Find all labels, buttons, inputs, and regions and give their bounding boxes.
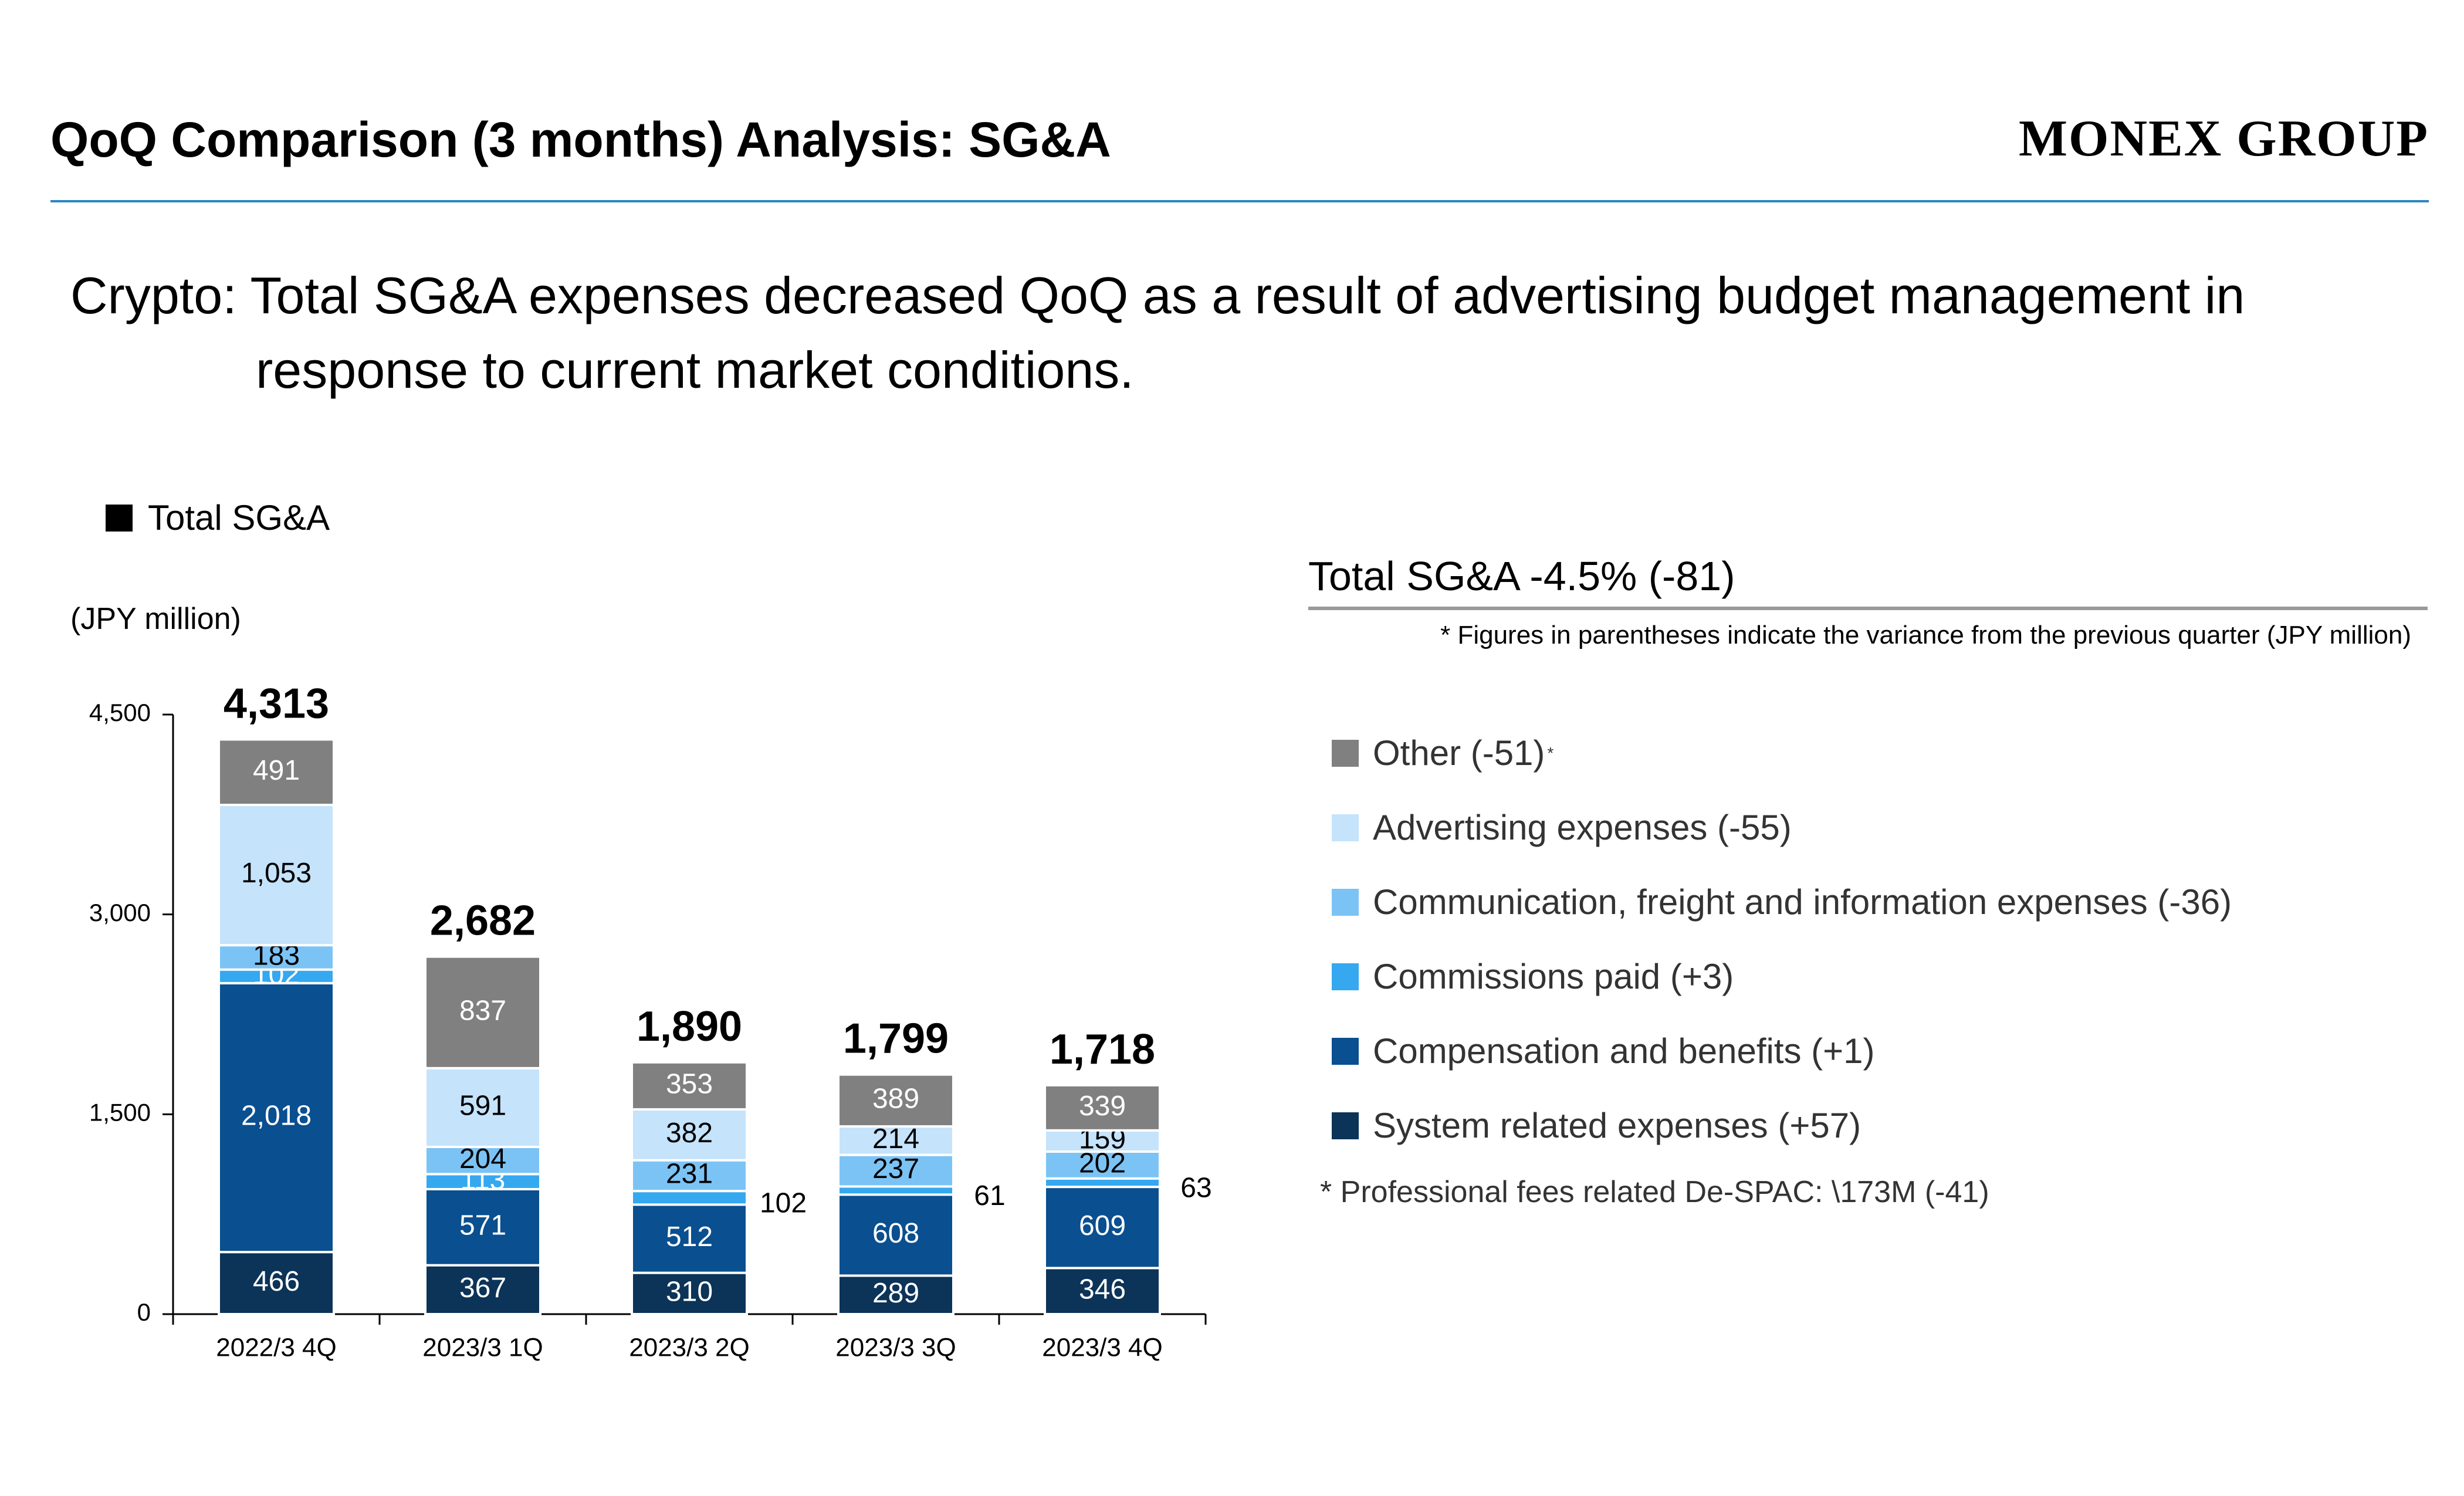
data-label: 382: [666, 1118, 713, 1149]
legend-label: Communication, freight and information e…: [1373, 882, 2232, 922]
bar-segment: [631, 1108, 748, 1162]
bar-segment: [837, 1193, 955, 1277]
y-tick-label: 4,500: [89, 699, 151, 726]
bar-segment: [424, 1173, 541, 1190]
bar-segment: [1044, 1177, 1161, 1189]
data-label: 202: [1079, 1148, 1126, 1179]
bar-segment: [424, 1067, 541, 1148]
headline-line-2: response to current market conditions.: [256, 341, 1134, 399]
legend-swatch: [1332, 888, 1359, 916]
bar-segment: [218, 738, 335, 806]
bar-segment: [1044, 1267, 1161, 1315]
legend-footnote-marker: *: [1547, 743, 1554, 762]
total-sga-legend: Total SG&A: [106, 497, 330, 538]
legend-item: Compensation and benefits (+1): [1332, 1014, 2232, 1088]
x-tick-label: 2023/3 2Q: [629, 1333, 750, 1362]
unit-label: (JPY million): [70, 602, 241, 636]
total-label: 4,313: [224, 680, 329, 727]
data-label: 512: [666, 1221, 713, 1253]
footnote: * Professional fees related De-SPAC: \17…: [1320, 1175, 1989, 1209]
category-legend: Other (-51) * Advertising expenses (-55) Co…: [1332, 716, 2232, 1163]
data-label: 571: [459, 1210, 506, 1241]
bar-segment: [837, 1185, 955, 1196]
legend-label: Commissions paid (+3): [1373, 957, 1734, 996]
bar-segment: [218, 1251, 335, 1316]
legend-item: Communication, freight and information e…: [1332, 865, 2232, 939]
data-label: 466: [253, 1266, 300, 1297]
legend-swatch: [1332, 963, 1359, 990]
x-tick-label: 2023/3 1Q: [422, 1333, 543, 1362]
legend-swatch: [1332, 814, 1359, 841]
data-label: 61: [974, 1180, 1005, 1211]
bar-segment: [837, 1153, 955, 1188]
total-label: 1,890: [637, 1003, 742, 1050]
total-label: 2,682: [430, 898, 536, 945]
data-label: 310: [666, 1276, 713, 1307]
headline: Crypto: Total SG&A expenses decreased Qo…: [70, 258, 2358, 407]
total-sga-swatch: [106, 504, 133, 532]
data-label: 346: [1079, 1274, 1126, 1305]
summary-divider: [1308, 607, 2428, 610]
legend-swatch: [1332, 1112, 1359, 1139]
bar-segment: [837, 1073, 955, 1128]
headline-line-1: Crypto: Total SG&A expenses decreased Qo…: [70, 266, 2245, 324]
bar-segment: [631, 1271, 748, 1315]
data-label: 214: [872, 1123, 919, 1155]
data-label: 367: [459, 1272, 506, 1304]
data-label: 63: [1180, 1173, 1211, 1204]
stacked-bar-chart: 01,5003,0004,5004662,0181021831,0534914,…: [89, 680, 1212, 1362]
bar-segment: [631, 1159, 748, 1193]
data-label: 231: [666, 1159, 713, 1190]
data-label: 102: [760, 1187, 807, 1219]
y-tick-label: 0: [137, 1298, 151, 1326]
data-label: 591: [459, 1091, 506, 1122]
legend-label: Advertising expenses (-55): [1373, 808, 1792, 847]
total-sga-legend-label: Total SG&A: [148, 498, 330, 537]
data-label: 1,053: [241, 858, 312, 889]
data-label: 837: [459, 995, 506, 1026]
bar-segment: [1044, 1186, 1161, 1270]
x-tick-label: 2023/3 3Q: [835, 1333, 956, 1362]
header-divider: [50, 200, 2429, 202]
legend-label: Compensation and benefits (+1): [1373, 1031, 1875, 1071]
page-title: QoQ Comparison (3 months) Analysis: SG&A: [50, 112, 1111, 167]
bar-segment: [631, 1190, 748, 1206]
legend-item: Commissions paid (+3): [1332, 939, 2232, 1014]
bar-segment: [1044, 1084, 1161, 1132]
data-label: 609: [1079, 1210, 1126, 1241]
data-label: 289: [872, 1278, 919, 1309]
legend-item: Other (-51) *: [1332, 716, 2232, 790]
legend-swatch: [1332, 739, 1359, 767]
y-tick-label: 1,500: [89, 1098, 151, 1126]
legend-label: System related expenses (+57): [1373, 1106, 1861, 1145]
bar-segment: [631, 1203, 748, 1274]
data-label: 2,018: [241, 1101, 312, 1132]
data-label: 608: [872, 1218, 919, 1249]
brand-logo: MONEX GROUP: [2018, 110, 2429, 167]
data-label: 353: [666, 1069, 713, 1100]
bar-segment: [631, 1061, 748, 1111]
bar-segment: [218, 981, 335, 1254]
bar-segment: [218, 944, 335, 971]
bar-segment: [424, 955, 541, 1069]
y-tick-label: 3,000: [89, 899, 151, 926]
data-label: 204: [459, 1143, 506, 1175]
total-label: 1,718: [1050, 1026, 1155, 1073]
data-label: 389: [872, 1083, 919, 1114]
variance-note: * Figures in parentheses indicate the va…: [1440, 621, 2411, 649]
x-tick-label: 2022/3 4Q: [216, 1333, 337, 1362]
x-tick-label: 2023/3 4Q: [1042, 1333, 1163, 1362]
data-label: 237: [872, 1153, 919, 1184]
legend-item: System related expenses (+57): [1332, 1088, 2232, 1163]
bar-segment: [424, 1187, 541, 1267]
summary-title: Total SG&A -4.5% (-81): [1308, 553, 1735, 599]
legend-item: Advertising expenses (-55): [1332, 790, 2232, 865]
bar-segment: [1044, 1129, 1161, 1153]
legend-swatch: [1332, 1037, 1359, 1065]
data-label: 339: [1079, 1091, 1126, 1122]
total-label: 1,799: [843, 1016, 949, 1062]
bar-segment: [424, 1145, 541, 1176]
legend-label: Other (-51): [1373, 733, 1545, 773]
data-label: 491: [253, 755, 300, 786]
